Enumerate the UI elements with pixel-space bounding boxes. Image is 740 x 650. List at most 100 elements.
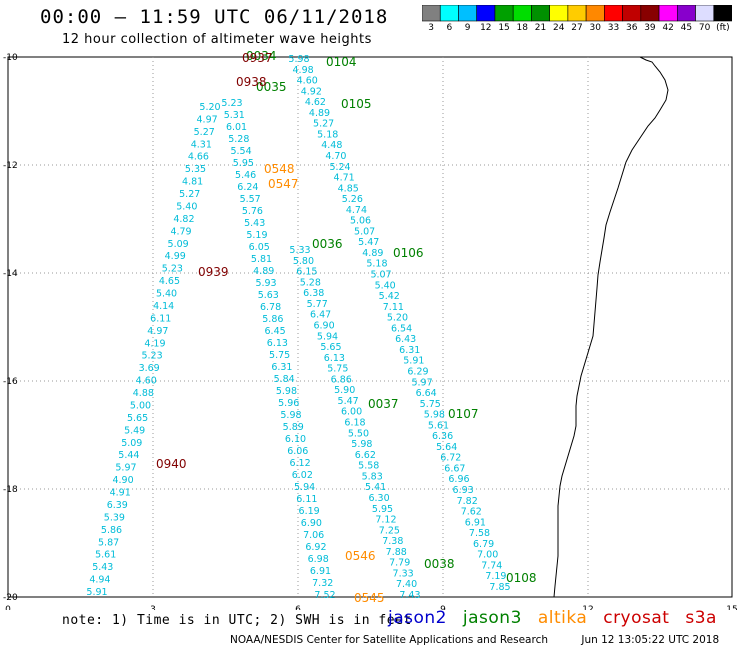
swh-value: 6.91 xyxy=(310,566,331,577)
pass-label-0105: 0105 xyxy=(341,97,372,111)
swh-value: 6.36 xyxy=(432,431,453,442)
swh-value: 5.33 xyxy=(289,245,310,256)
swh-value: 4.79 xyxy=(170,226,191,237)
x-tick-label: 15 xyxy=(726,605,737,610)
swh-value: 5.75 xyxy=(420,399,441,410)
swh-value: 5.18 xyxy=(366,259,387,270)
pass-label-0546: 0546 xyxy=(345,549,376,563)
color-scale-bar xyxy=(422,5,732,22)
swh-value: 7.12 xyxy=(375,515,396,526)
swh-value: 6.06 xyxy=(287,446,308,457)
swh-value: 6.86 xyxy=(331,374,352,385)
swh-value: 5.19 xyxy=(246,230,267,241)
swh-value: 5.23 xyxy=(162,264,183,275)
swh-value: 5.89 xyxy=(283,422,304,433)
swh-value: 5.58 xyxy=(358,461,379,472)
swh-value: 7.43 xyxy=(399,590,420,601)
swh-value: 5.20 xyxy=(199,102,220,113)
swh-value: 6.79 xyxy=(473,539,494,550)
swh-value: 5.57 xyxy=(240,194,261,205)
swh-value: 7.00 xyxy=(477,550,498,561)
swh-value: 6.13 xyxy=(324,353,345,364)
swh-value: 4.60 xyxy=(136,376,157,387)
swh-value: 7.06 xyxy=(303,530,324,541)
pass-label-0107: 0107 xyxy=(448,407,479,421)
color-swatch-16 xyxy=(713,5,732,22)
credit-timestamp: Jun 12 13:05:22 UTC 2018 xyxy=(581,634,720,646)
color-scale-label: 6 xyxy=(446,23,453,33)
color-scale-label: 15 xyxy=(498,23,510,33)
swh-value: 7.38 xyxy=(382,536,403,547)
swh-value: 5.95 xyxy=(372,504,393,515)
swh-value: 5.43 xyxy=(244,218,265,229)
pass-label-0035: 0035 xyxy=(256,80,287,94)
y-tick-label: -20 xyxy=(3,593,18,603)
swh-value: 6.78 xyxy=(260,302,281,313)
swh-value: 5.27 xyxy=(194,127,215,138)
pass-label-0106: 0106 xyxy=(393,246,424,260)
swh-value: 4.91 xyxy=(110,488,131,499)
swh-value: 5.26 xyxy=(342,194,363,205)
swh-value: 6.15 xyxy=(296,267,317,278)
swh-value: 5.94 xyxy=(317,331,338,342)
swh-value: 5.44 xyxy=(118,450,139,461)
swh-value: 5.31 xyxy=(224,110,245,121)
chart-title: 00:00 – 11:59 UTC 06/11/2018 xyxy=(40,6,389,28)
swh-value: 6.92 xyxy=(305,542,326,553)
swh-value: 6.45 xyxy=(265,326,286,337)
color-scale-label: 42 xyxy=(662,23,674,33)
swh-value: 7.85 xyxy=(489,582,510,593)
y-tick-label: -16 xyxy=(3,377,18,387)
color-scale-labels: 3 6 9 12 15 18 21 24 27 30 33 36 39 42 45 70 (ft) xyxy=(422,23,740,37)
swh-value: 4.71 xyxy=(334,173,355,184)
swh-value: 5.27 xyxy=(313,119,334,130)
pass-label-0547: 0547 xyxy=(268,177,299,191)
coastline xyxy=(553,56,669,598)
pass-label-0939: 0939 xyxy=(198,265,229,279)
swh-value: 6.01 xyxy=(226,122,247,133)
swh-value: 5.39 xyxy=(104,512,125,523)
note-text: note: 1) Time is in UTC; 2) SWH is in fe… xyxy=(62,613,412,628)
swh-value: 4.48 xyxy=(321,140,342,151)
swh-value: 7.79 xyxy=(389,558,410,569)
swh-value: 7.74 xyxy=(481,560,502,571)
swh-value: 3.69 xyxy=(139,363,160,374)
swh-value: 6.39 xyxy=(107,500,128,511)
swh-value: 5.50 xyxy=(348,428,369,439)
color-scale-label: (ft) xyxy=(716,23,730,33)
legend-jason3: jason3 xyxy=(462,608,522,628)
swh-value: 5.07 xyxy=(370,270,391,281)
swh-value: 7.52 xyxy=(314,590,335,601)
x-tick-label: 9 xyxy=(440,605,446,610)
color-scale-label: 27 xyxy=(571,23,583,33)
pass-label-0545: 0545 xyxy=(354,591,385,605)
swh-value: 5.63 xyxy=(258,290,279,301)
color-scale-label: 12 xyxy=(480,23,492,33)
color-scale-label: 70 xyxy=(698,23,711,33)
swh-value: 5.00 xyxy=(130,400,151,411)
swh-value: 6.02 xyxy=(292,470,313,481)
swh-value: 6.64 xyxy=(416,388,437,399)
swh-value: 4.89 xyxy=(362,248,383,259)
swh-value: 6.67 xyxy=(444,463,465,474)
swh-value: 6.90 xyxy=(301,518,322,529)
swh-value: 6.47 xyxy=(310,310,331,321)
swh-value: 5.54 xyxy=(230,146,251,157)
swh-value: 5.28 xyxy=(228,134,249,145)
swh-value: 5.07 xyxy=(354,226,375,237)
swh-value: 5.87 xyxy=(98,537,119,548)
pass-label-0940: 0940 xyxy=(156,457,187,471)
swh-value: 6.38 xyxy=(303,288,324,299)
swh-value: 6.98 xyxy=(308,554,329,565)
swh-value: 4.90 xyxy=(112,475,133,486)
pass-label-0038: 0038 xyxy=(424,557,455,571)
swh-value: 6.31 xyxy=(399,345,420,356)
swh-value: 5.98 xyxy=(280,410,301,421)
swh-value: 5.23 xyxy=(141,351,162,362)
color-scale-label: 39 xyxy=(644,23,656,33)
y-tick-label: -12 xyxy=(3,161,18,171)
swh-value: 6.72 xyxy=(440,453,461,464)
swh-value: 6.30 xyxy=(368,493,389,504)
swh-value: 5.18 xyxy=(317,129,338,140)
legend-jason2: jason2 xyxy=(388,608,447,628)
